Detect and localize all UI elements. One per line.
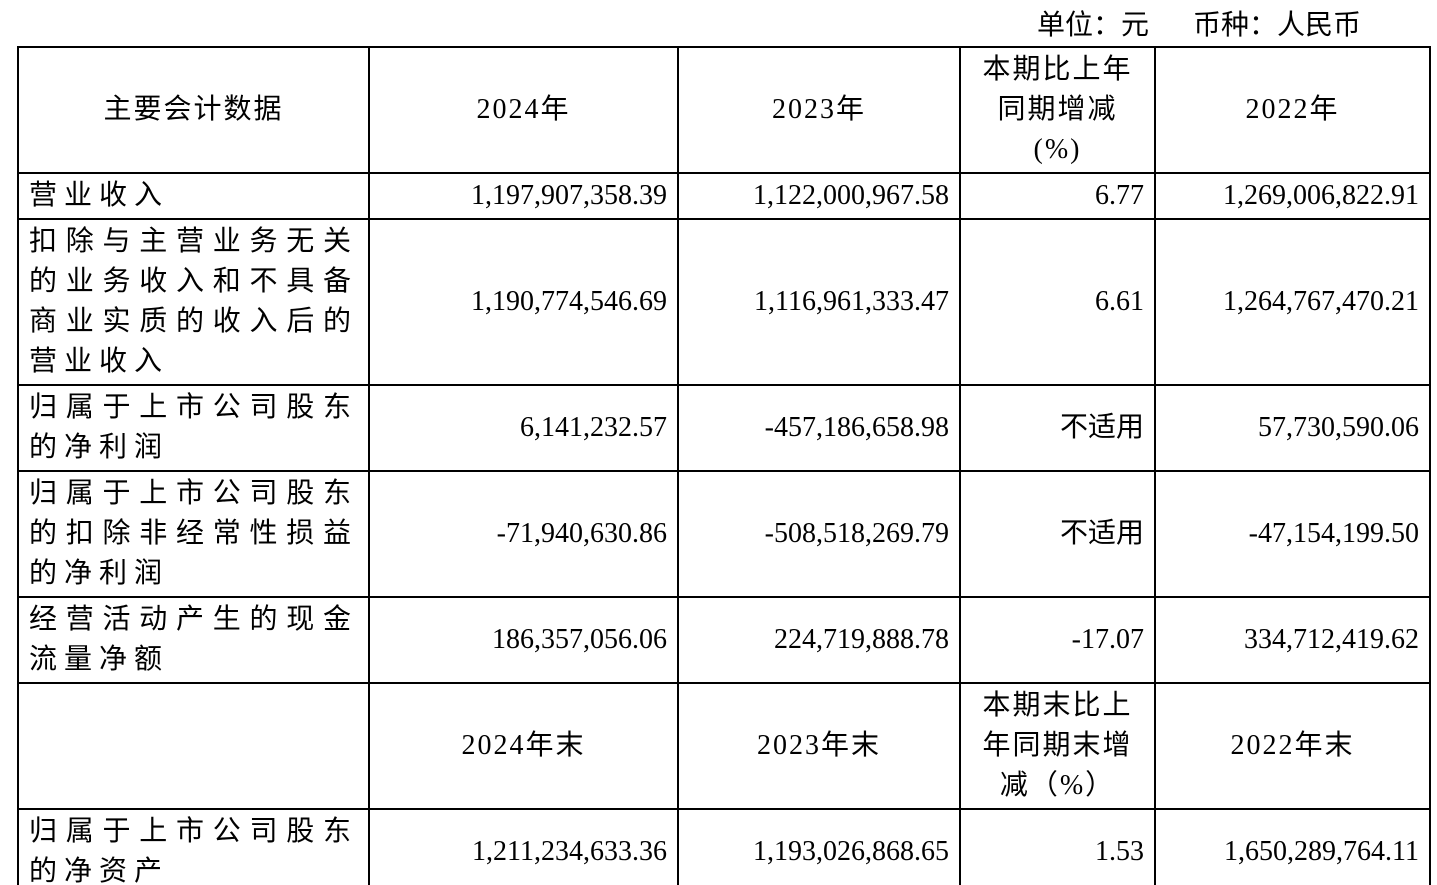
header-end-2022: 2022年末: [1154, 682, 1431, 810]
header-yoy-change: 本期比上年 同期增减 (%): [959, 46, 1156, 174]
header-row-annual: 主要会计数据 2024年 2023年 本期比上年 同期增减 (%) 2022年: [17, 46, 1431, 174]
currency-label: 币种：人民币: [1192, 10, 1361, 41]
table-row-adjusted-revenue: 扣除与主营业务无关的业务收入和不具备商业实质的收入后的营业收入 1,190,77…: [17, 218, 1431, 386]
row-label: 归属于上市公司股东的净利润: [17, 384, 370, 472]
value-2023: -508,518,269.79: [677, 470, 961, 598]
header-year-2022: 2022年: [1154, 46, 1431, 174]
value-2022: 334,712,419.62: [1154, 596, 1431, 684]
row-label: 扣除与主营业务无关的业务收入和不具备商业实质的收入后的营业收入: [17, 218, 370, 386]
header-row-year-end: 2024年末 2023年末 本期末比上 年同期末增 减（%） 2022年末: [17, 682, 1431, 810]
value-2022: 57,730,590.06: [1154, 384, 1431, 472]
value-change: 不适用: [959, 470, 1156, 598]
row-label: 经营活动产生的现金流量净额: [17, 596, 370, 684]
table-caption-note: 单位：元 币种：人民币: [0, 0, 1437, 46]
header-end-2024: 2024年末: [368, 682, 679, 810]
header-year-2024: 2024年: [368, 46, 679, 174]
row-label: 归属于上市公司股东的净资产: [17, 808, 370, 885]
header-year-2023: 2023年: [677, 46, 961, 174]
value-2023: 1,116,961,333.47: [677, 218, 961, 386]
value-change: 1.53: [959, 808, 1156, 885]
table-row-net-profit-excl-nonrecurring: 归属于上市公司股东的扣除非经常性损益的净利润 -71,940,630.86 -5…: [17, 470, 1431, 598]
row-label: 归属于上市公司股东的扣除非经常性损益的净利润: [17, 470, 370, 598]
table-row-net-profit: 归属于上市公司股东的净利润 6,141,232.57 -457,186,658.…: [17, 384, 1431, 472]
value-2022: 1,264,767,470.21: [1154, 218, 1431, 386]
header-empty: [17, 682, 370, 810]
value-2024: 1,190,774,546.69: [368, 218, 679, 386]
value-2023: -457,186,658.98: [677, 384, 961, 472]
value-2024: 1,211,234,633.36: [368, 808, 679, 885]
table-row-net-assets: 归属于上市公司股东的净资产 1,211,234,633.36 1,193,026…: [17, 808, 1431, 885]
key-accounting-data-table: 主要会计数据 2024年 2023年 本期比上年 同期增减 (%) 2022年 …: [17, 46, 1431, 885]
value-2023: 224,719,888.78: [677, 596, 961, 684]
value-2023: 1,122,000,967.58: [677, 172, 961, 220]
value-2024: 186,357,056.06: [368, 596, 679, 684]
value-2022: 1,650,289,764.11: [1154, 808, 1431, 885]
header-main-indicator: 主要会计数据: [17, 46, 370, 174]
value-change: 6.61: [959, 218, 1156, 386]
table-row-operating-cash-flow: 经营活动产生的现金流量净额 186,357,056.06 224,719,888…: [17, 596, 1431, 684]
value-2024: 1,197,907,358.39: [368, 172, 679, 220]
value-change: 6.77: [959, 172, 1156, 220]
value-change: 不适用: [959, 384, 1156, 472]
unit-label: 单位：元: [1036, 10, 1149, 41]
value-2023: 1,193,026,868.65: [677, 808, 961, 885]
header-end-change: 本期末比上 年同期末增 减（%）: [959, 682, 1156, 810]
row-label: 营业收入: [17, 172, 370, 220]
header-end-2023: 2023年末: [677, 682, 961, 810]
value-2022: -47,154,199.50: [1154, 470, 1431, 598]
table-row-operating-revenue: 营业收入 1,197,907,358.39 1,122,000,967.58 6…: [17, 172, 1431, 220]
value-2024: -71,940,630.86: [368, 470, 679, 598]
value-2024: 6,141,232.57: [368, 384, 679, 472]
value-change: -17.07: [959, 596, 1156, 684]
value-2022: 1,269,006,822.91: [1154, 172, 1431, 220]
